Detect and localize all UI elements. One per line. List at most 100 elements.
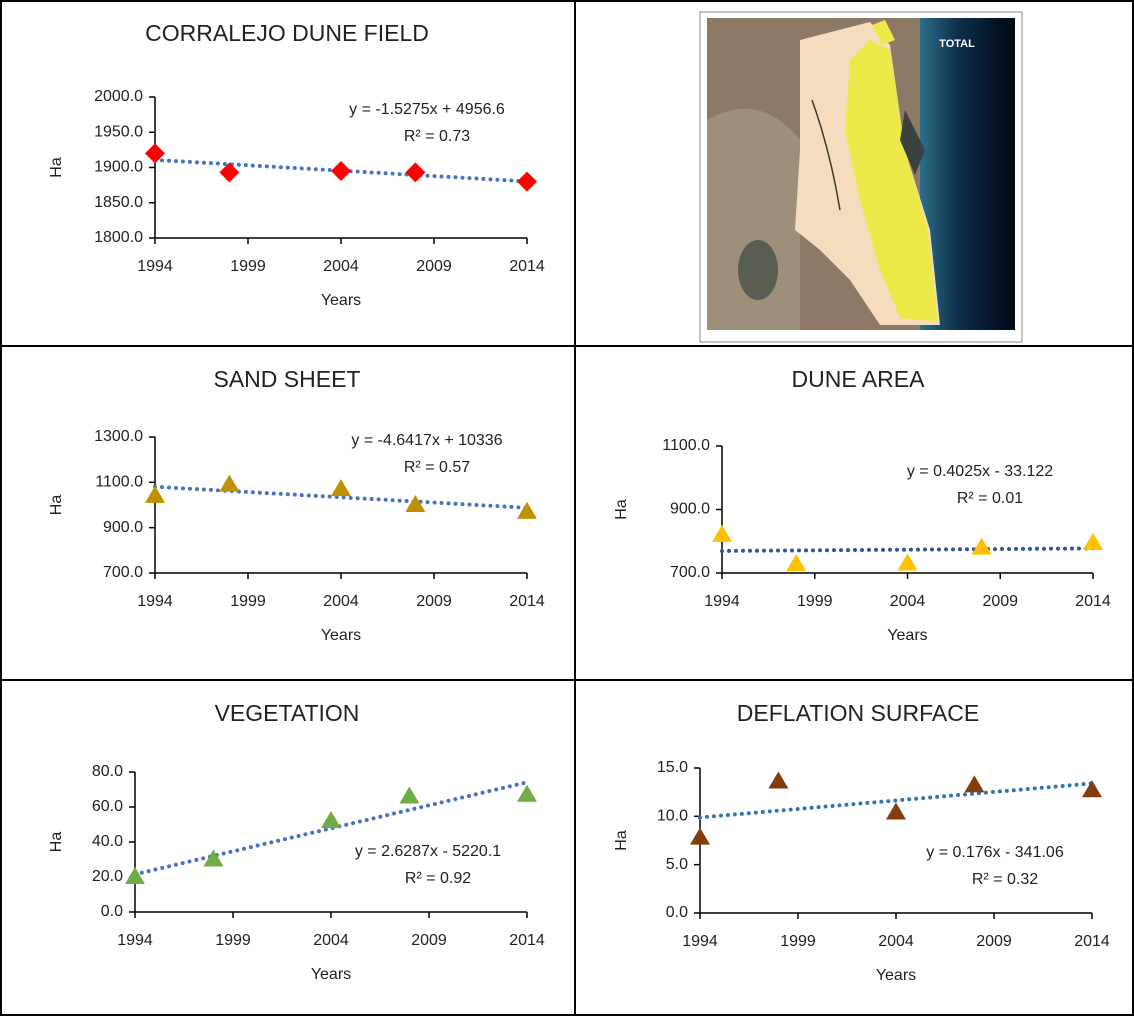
chart: DEFLATION SURFACE 0.0 5.0 10.0 15.0 1994 1999 2… bbox=[613, 700, 1110, 984]
x-tick-label: 1994 bbox=[704, 593, 740, 610]
chart-title: DUNE AREA bbox=[792, 366, 926, 392]
y-tick-label: 1300.0 bbox=[94, 428, 143, 445]
x-tick-label: 1999 bbox=[215, 932, 251, 949]
x-tick-label: 2014 bbox=[1075, 593, 1111, 610]
trend-equation: y = -4.6417x + 10336 bbox=[351, 432, 502, 449]
x-axis-label: Years bbox=[311, 966, 351, 983]
marker bbox=[972, 538, 992, 555]
marker bbox=[321, 811, 341, 828]
marker bbox=[517, 502, 537, 519]
x-tick-label: 2004 bbox=[323, 258, 359, 275]
chart: CORRALEJO DUNE FIELD 1800.0 1850.0 1900.0 19… bbox=[48, 20, 545, 309]
figure: TOTAL CORRALEJO DUNE FIELD 1800.0 1850.0 19… bbox=[0, 0, 1134, 1016]
marker bbox=[399, 787, 419, 804]
y-tick-label: 1100.0 bbox=[95, 474, 143, 491]
y-tick-label: 1950.0 bbox=[94, 123, 143, 140]
map-label: TOTAL bbox=[939, 38, 975, 50]
x-tick-label: 1994 bbox=[682, 933, 718, 950]
y-tick-label: 80.0 bbox=[92, 763, 123, 780]
chart: VEGETATION 0.0 20.0 40.0 60.0 80.0 1994 1999 200… bbox=[48, 700, 545, 983]
x-tick-label: 1994 bbox=[137, 258, 173, 275]
marker bbox=[405, 495, 425, 512]
y-tick-label: 5.0 bbox=[666, 856, 688, 873]
x-tick-label: 1994 bbox=[137, 593, 173, 610]
map: TOTAL bbox=[700, 12, 1022, 342]
y-tick-label: 0.0 bbox=[666, 904, 688, 921]
x-tick-label: 1999 bbox=[797, 593, 833, 610]
y-tick-label: 40.0 bbox=[92, 833, 123, 850]
y-tick-label: 700.0 bbox=[103, 564, 143, 581]
trend-r2: R² = 0.01 bbox=[957, 490, 1023, 507]
y-tick-label: 15.0 bbox=[657, 759, 688, 776]
x-tick-label: 1994 bbox=[117, 932, 153, 949]
x-tick-label: 2014 bbox=[509, 932, 545, 949]
marker bbox=[886, 802, 906, 819]
chart-title: VEGETATION bbox=[215, 700, 360, 726]
y-tick-label: 1100.0 bbox=[662, 437, 710, 454]
y-tick-label: 700.0 bbox=[670, 564, 710, 581]
y-tick-label: 900.0 bbox=[670, 501, 710, 518]
x-tick-label: 2009 bbox=[976, 933, 1012, 950]
trend-r2: R² = 0.57 bbox=[404, 459, 470, 476]
x-tick-label: 2004 bbox=[890, 593, 926, 610]
trend-r2: R² = 0.92 bbox=[405, 870, 471, 887]
y-axis-label: Ha bbox=[48, 495, 65, 516]
marker bbox=[125, 867, 145, 884]
trendline bbox=[135, 782, 527, 874]
trend-equation: y = -1.5275x + 4956.6 bbox=[349, 101, 505, 118]
chart-title: DEFLATION SURFACE bbox=[737, 700, 979, 726]
marker bbox=[219, 162, 239, 182]
trendline bbox=[722, 548, 1093, 551]
y-axis-label: Ha bbox=[48, 832, 65, 853]
y-tick-label: 1850.0 bbox=[94, 194, 143, 211]
x-tick-label: 2009 bbox=[411, 932, 447, 949]
y-tick-label: 0.0 bbox=[101, 903, 123, 920]
marker bbox=[690, 828, 710, 845]
marker bbox=[898, 553, 918, 570]
trend-equation: y = 0.176x - 341.06 bbox=[926, 844, 1064, 861]
trend-equation: y = 0.4025x - 33.122 bbox=[907, 463, 1053, 480]
x-tick-label: 2009 bbox=[982, 593, 1018, 610]
marker bbox=[331, 479, 351, 496]
marker bbox=[219, 475, 239, 492]
marker bbox=[517, 172, 537, 192]
marker bbox=[331, 161, 351, 181]
chart: SAND SHEET 700.0 900.0 1100.0 1300.0 1994 1999… bbox=[48, 366, 545, 644]
y-tick-label: 20.0 bbox=[92, 868, 123, 885]
x-tick-label: 2009 bbox=[416, 593, 452, 610]
x-tick-label: 2014 bbox=[509, 593, 545, 610]
marker bbox=[786, 554, 806, 571]
y-tick-label: 1800.0 bbox=[94, 229, 143, 246]
y-axis-label: Ha bbox=[613, 830, 630, 851]
marker bbox=[712, 525, 732, 542]
trend-r2: R² = 0.32 bbox=[972, 871, 1038, 888]
x-axis-label: Years bbox=[887, 627, 927, 644]
chart-title: SAND SHEET bbox=[214, 366, 361, 392]
y-axis-label: Ha bbox=[48, 157, 65, 178]
x-tick-label: 2014 bbox=[1074, 933, 1110, 950]
marker bbox=[203, 850, 223, 867]
x-tick-label: 1999 bbox=[230, 258, 266, 275]
x-axis-label: Years bbox=[321, 292, 361, 309]
x-tick-label: 2004 bbox=[323, 593, 359, 610]
marker bbox=[964, 775, 984, 792]
x-tick-label: 1999 bbox=[780, 933, 816, 950]
chart: DUNE AREA 700.0 900.0 1100.0 1994 1999 2004 200… bbox=[613, 366, 1111, 644]
y-tick-label: 10.0 bbox=[657, 808, 688, 825]
y-tick-label: 1900.0 bbox=[94, 159, 143, 176]
y-tick-label: 60.0 bbox=[92, 798, 123, 815]
marker bbox=[768, 772, 788, 789]
marker bbox=[405, 162, 425, 182]
x-axis-label: Years bbox=[321, 627, 361, 644]
x-tick-label: 2004 bbox=[313, 932, 349, 949]
y-tick-label: 900.0 bbox=[103, 519, 143, 536]
x-tick-label: 2009 bbox=[416, 258, 452, 275]
x-tick-label: 1999 bbox=[230, 593, 266, 610]
trend-r2: R² = 0.73 bbox=[404, 128, 470, 145]
y-axis-label: Ha bbox=[613, 499, 630, 520]
x-tick-label: 2014 bbox=[509, 258, 545, 275]
x-tick-label: 2004 bbox=[878, 933, 914, 950]
chart-title: CORRALEJO DUNE FIELD bbox=[145, 20, 429, 46]
x-axis-label: Years bbox=[876, 967, 916, 984]
marker bbox=[517, 785, 537, 802]
